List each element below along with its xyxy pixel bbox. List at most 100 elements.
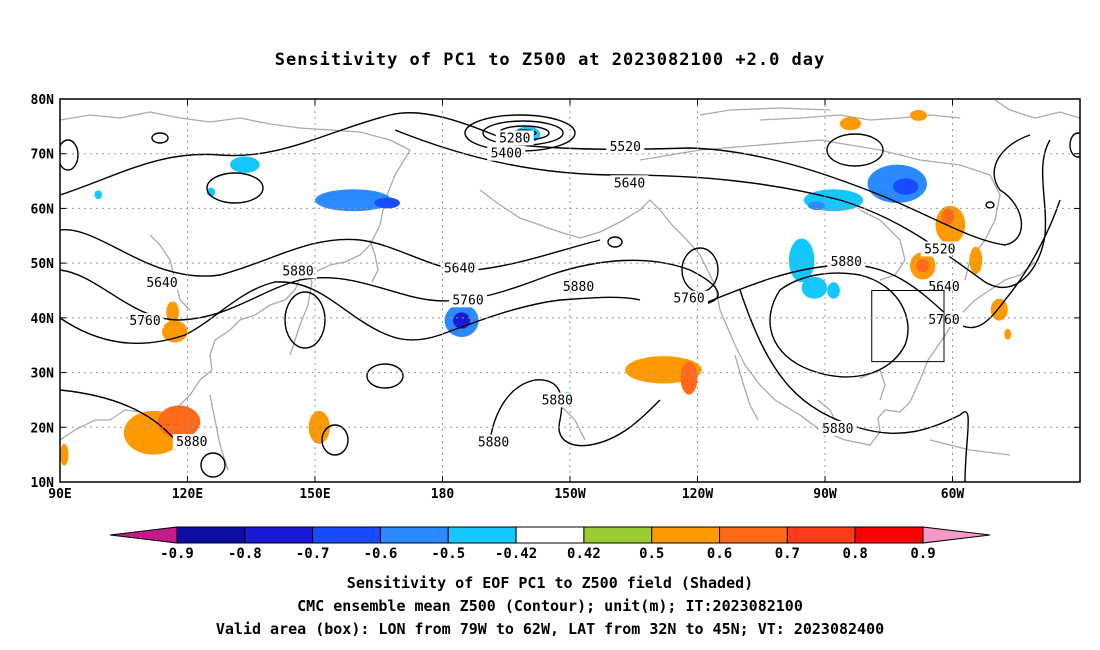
shading-patch (941, 208, 955, 225)
shading-patch (801, 276, 828, 299)
caption-valid-area: Valid area (box): LON from 79W to 62W, L… (215, 620, 885, 638)
colorbar-label: -0.9 (160, 546, 194, 562)
colorbar-label: 0.5 (639, 546, 664, 562)
colorbar-label: 0.9 (910, 546, 935, 562)
contour-label-bg (495, 130, 534, 146)
contour-5760-west (60, 259, 719, 321)
colorbar-label: 0.6 (707, 546, 732, 562)
valid-area-box (871, 290, 945, 363)
contour-label-bg (440, 260, 479, 276)
shading-patch (893, 178, 919, 195)
contour-label: 5880 (176, 435, 207, 450)
shading-patch (157, 405, 201, 439)
contour-label-bg (449, 292, 487, 308)
contour-5880-sw (739, 289, 969, 482)
colorbar-labels: -0.9 -0.8 -0.7 -0.6 -0.5 -0.42 0.42 0.5 0.6 0.7 0.… (160, 546, 936, 562)
colorbar-label: -0.6 (364, 546, 398, 562)
lon-label: 120W (682, 487, 713, 502)
lat-label: 10N (31, 476, 55, 491)
contour-label: 5640 (146, 276, 177, 291)
contour-label-bg (172, 434, 211, 450)
colorbar-segment (176, 526, 246, 544)
lon-label: 90W (813, 487, 837, 502)
caption-shading: Sensitivity of EOF PC1 to Z500 field (Sh… (346, 574, 754, 592)
colorbar-segment (515, 526, 585, 544)
lat-label: 30N (31, 367, 55, 382)
contour-5760-east (699, 199, 1061, 329)
colorbar-label: 0.42 (567, 546, 601, 562)
colorbar-segment (379, 526, 449, 544)
contour-label: 5880 (282, 264, 313, 279)
colorbar-label: -0.8 (228, 546, 262, 562)
map-title: Sensitivity of PC1 to Z500 at 2023082100… (274, 50, 826, 70)
colorbar (109, 526, 991, 544)
lon-label: 90E (48, 487, 71, 502)
contour-5520 (60, 112, 1031, 246)
shading-patch (230, 156, 260, 173)
contour-label: 5760 (673, 292, 704, 307)
z500-contours (60, 112, 1080, 482)
lat-label: 20N (31, 421, 55, 436)
lon-label: 180 (431, 487, 455, 502)
contour-label: 5880 (831, 255, 862, 270)
contour-label: 5640 (614, 176, 645, 191)
contour-label: 5760 (452, 293, 483, 308)
shading-patch (839, 117, 862, 131)
contour-5880-south (60, 379, 661, 447)
contour-label: 5880 (822, 422, 853, 437)
caption-contour: CMC ensemble mean Z500 (Contour); unit(m… (297, 597, 803, 615)
colorbar-label: 0.7 (775, 546, 800, 562)
colorbar-segment (651, 526, 721, 544)
contour-label: 5880 (542, 393, 573, 408)
contour-5640-west (60, 229, 601, 277)
contour-label: 5280 (499, 131, 530, 146)
contour-label-bg (827, 254, 866, 270)
colorbar-segment (786, 526, 856, 544)
colorbar-under-triangle (109, 526, 178, 544)
contour-label: 5520 (924, 242, 955, 257)
contour-label-bg (559, 279, 598, 295)
contour-5880-east (769, 272, 909, 378)
shading-patch (94, 190, 103, 200)
lat-label: 40N (31, 312, 55, 327)
contour-label: 5520 (610, 140, 641, 155)
colorbar-segment (447, 526, 517, 544)
lat-label: 60N (31, 202, 55, 217)
contour-5880-west (60, 281, 641, 344)
shading-patch (916, 259, 930, 273)
contour-label: 5760 (129, 314, 160, 329)
lat-label: 80N (31, 93, 55, 108)
lat-label: 50N (31, 257, 55, 272)
shading-patch (990, 298, 1008, 321)
contour-label-bg (143, 274, 181, 290)
contour-label-bg (538, 392, 577, 408)
contour-label-bg (474, 434, 513, 450)
contour-label-bg (126, 313, 164, 329)
colorbar-segment (312, 526, 381, 544)
contour-label-bg (610, 175, 649, 191)
lon-label: 120E (172, 487, 203, 502)
lon-label: 150W (554, 487, 585, 502)
colorbar-label: -0.42 (495, 546, 537, 562)
colorbar-label: 0.8 (843, 546, 868, 562)
shading-patch (315, 189, 392, 212)
sensitivity-shading (60, 109, 1012, 466)
contour-label: 5640 (444, 262, 475, 277)
colorbar-segment (854, 526, 924, 544)
colorbar-segment (244, 526, 314, 544)
lon-label: 150E (299, 487, 330, 502)
lon-label: 60W (941, 487, 965, 502)
contour-label: 5640 (928, 280, 959, 295)
colorbar-label: -0.7 (296, 546, 330, 562)
shading-patch (827, 282, 840, 299)
contour-label-bg (487, 145, 526, 161)
shading-patch (808, 201, 825, 211)
latitude-labels: 80N 70N 60N 50N 40N 30N 20N 10N (31, 93, 1080, 491)
contour-label-bg (279, 263, 317, 279)
shading-patch (60, 443, 69, 466)
colorbar-label: -0.5 (431, 546, 465, 562)
gridlines (60, 99, 1080, 482)
shading-patch (453, 312, 471, 329)
contour-label: 5880 (478, 436, 509, 451)
